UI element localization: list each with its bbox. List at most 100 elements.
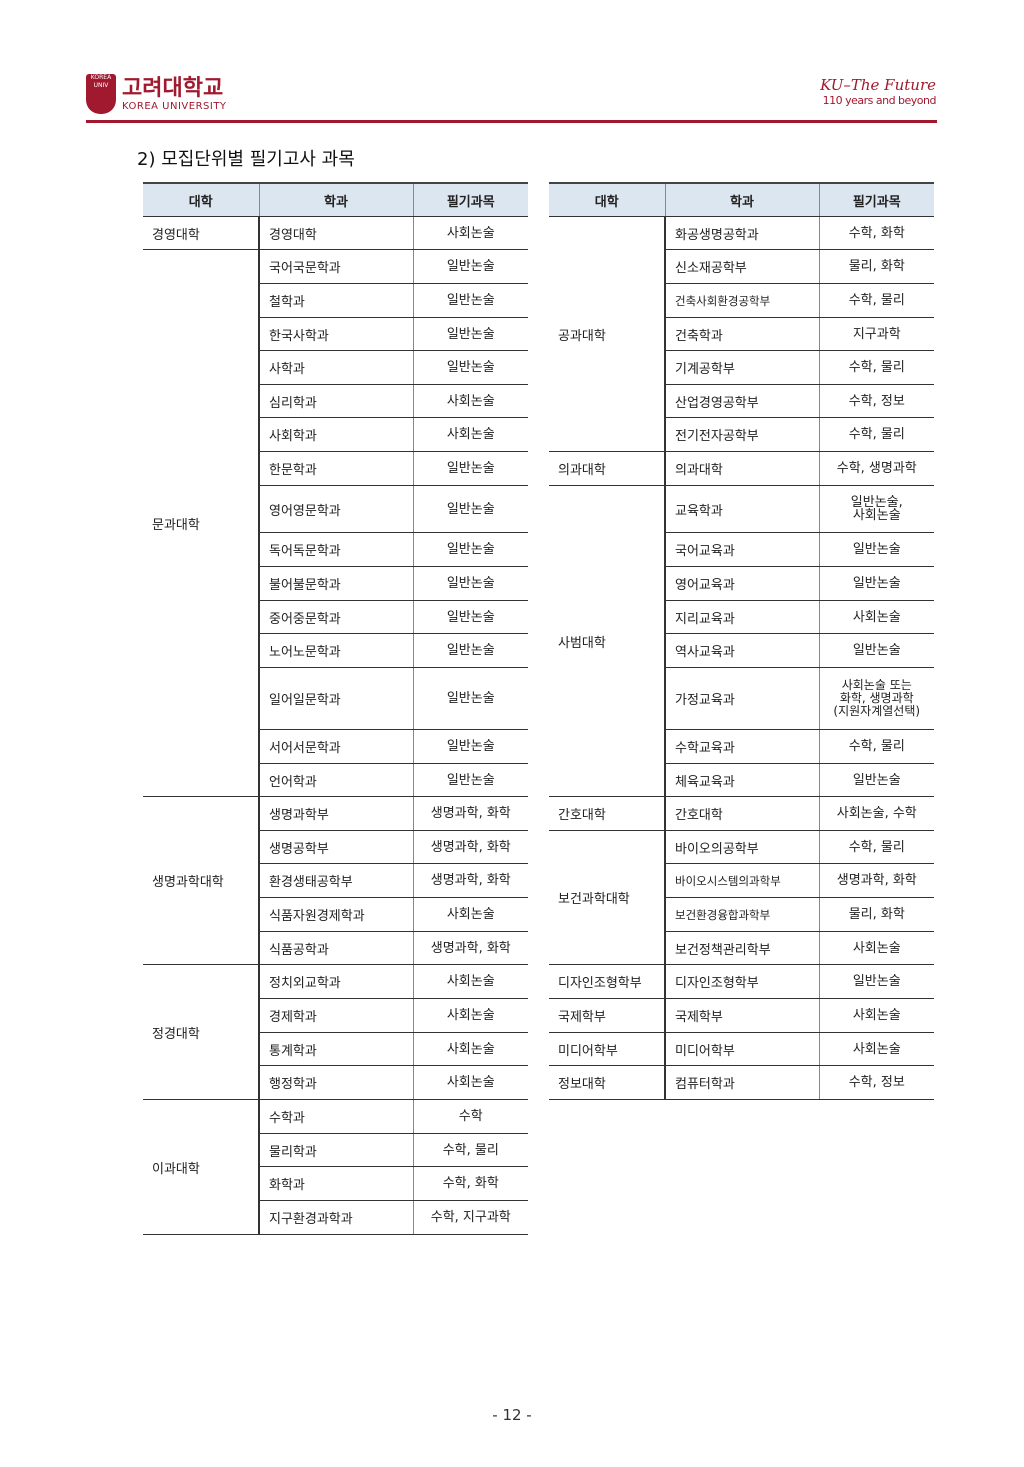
department-cell: 국어국문학과 (259, 249, 414, 284)
subject-cell: 생명과학, 화학 (413, 830, 528, 864)
department-cell: 컴퓨터학과 (665, 1065, 820, 1100)
department-cell: 화공생명공학과 (665, 216, 820, 250)
subject-cell: 사회논술 (413, 1065, 528, 1100)
subject-cell: 일반논술 (819, 633, 934, 668)
table-row: 보건과학대학 바이오의공학부 수학, 물리 (549, 830, 934, 965)
college-cell: 정보대학 (549, 1065, 666, 1100)
department-cell: 바이오의공학부 (665, 830, 820, 864)
table-row: 건축학과 지구과학 (549, 317, 934, 351)
table-row: 지구환경과학과 수학, 지구과학 (143, 1200, 528, 1235)
subject-cell: 일반논술 (413, 729, 528, 764)
table-row: 미디어학부 미디어학부 사회논술 (549, 1032, 934, 1066)
table-row: 신소재공학부 물리, 화학 (549, 249, 934, 284)
subject-cell: 수학 (413, 1099, 528, 1134)
subject-cell: 수학, 화학 (413, 1166, 528, 1201)
college-cell: 이과대학 (143, 1099, 260, 1235)
subject-cell: 수학, 정보 (819, 384, 934, 418)
department-cell: 간호대학 (665, 796, 820, 831)
table-row: 사학과 일반논술 (143, 350, 528, 385)
subject-cell: 일반논술, 사회논술 (819, 485, 934, 533)
table-row: 문과대학 국어국문학과 일반논술 (143, 249, 528, 797)
table-row: 노어노문학과 일반논술 (143, 633, 528, 668)
table-row: 한문학과 일반논술 (143, 451, 528, 486)
department-cell: 산업경영공학부 (665, 384, 820, 418)
department-cell: 지리교육과 (665, 600, 820, 634)
table-row: 일어일문학과 일반논술 (143, 667, 528, 730)
department-cell: 경영대학 (259, 216, 414, 250)
department-cell: 생명공학부 (259, 830, 414, 864)
department-cell: 통계학과 (259, 1032, 414, 1066)
slogan-line1: KU–The Future (820, 76, 936, 94)
subject-cell: 사회논술 (413, 897, 528, 932)
subject-cell: 일반논술 (819, 964, 934, 999)
department-cell: 언어학과 (259, 763, 414, 797)
department-cell: 영어영문학과 (259, 485, 414, 533)
table-row: 디자인조형학부 디자인조형학부 일반논술 (549, 964, 934, 999)
table-row: 영어교육과 일반논술 (549, 566, 934, 601)
subject-cell: 일반논술 (413, 763, 528, 797)
subject-cell: 일반논술 (413, 600, 528, 634)
subject-cell: 사회논술 (413, 216, 528, 250)
header-subject: 필기과목 (819, 182, 934, 217)
table-row: 건축사회환경공학부 수학, 물리 (549, 283, 934, 318)
department-cell: 행정학과 (259, 1065, 414, 1100)
college-cell: 국제학부 (549, 998, 666, 1033)
department-cell: 교육학과 (665, 485, 820, 533)
department-cell: 지구환경과학과 (259, 1200, 414, 1235)
department-cell: 식품공학과 (259, 931, 414, 965)
subject-cell: 일반논술 (413, 283, 528, 318)
department-cell: 불어불문학과 (259, 566, 414, 601)
department-cell: 건축사회환경공학부 (665, 283, 820, 318)
department-cell: 수학과 (259, 1099, 414, 1134)
table-row: 국어교육과 일반논술 (549, 532, 934, 567)
subject-cell: 일반논술 (819, 532, 934, 567)
subject-cell: 일반논술 (413, 350, 528, 385)
table-row: 지리교육과 사회논술 (549, 600, 934, 634)
subject-cell: 사회논술 (413, 1032, 528, 1066)
table-row: 이과대학 수학과 수학 (143, 1099, 528, 1235)
department-cell: 국제학부 (665, 998, 820, 1033)
department-cell: 한문학과 (259, 451, 414, 486)
subject-cell: 일반논술 (413, 532, 528, 567)
subject-cell: 수학, 정보 (819, 1065, 934, 1100)
table-row: 국제학부 국제학부 사회논술 (549, 998, 934, 1033)
subject-cell: 수학, 물리 (819, 830, 934, 864)
table-row: 경제학과 사회논술 (143, 998, 528, 1033)
right-exam-table: 대학 학과 필기과목 공과대학 화공생명공학과 수학, 화학 신소재공학부 물리, 화학… (549, 182, 934, 1100)
table-row: 생명과학대학 생명과학부 생명과학, 화학 (143, 796, 528, 965)
department-cell: 국어교육과 (665, 532, 820, 567)
header-department: 학과 (665, 182, 820, 217)
section-title: 2) 모집단위별 필기고사 과목 (137, 149, 355, 170)
anniversary-slogan: KU–The Future 110 years and beyond (820, 76, 936, 107)
table-row: 산업경영공학부 수학, 정보 (549, 384, 934, 418)
header-divider (86, 120, 937, 123)
college-cell: 사범대학 (549, 485, 666, 797)
department-cell: 식품자원경제학과 (259, 897, 414, 932)
table-row: 바이오시스템의과학부 생명과학, 화학 (549, 863, 934, 898)
college-cell: 디자인조형학부 (549, 964, 666, 999)
table-row: 가정교육과 사회논술 또는 화학, 생명과학 (지원자계열선택) (549, 667, 934, 730)
subject-cell: 사회논술 (413, 998, 528, 1033)
table-row: 공과대학 화공생명공학과 수학, 화학 (549, 216, 934, 452)
department-cell: 보건환경융합과학부 (665, 897, 820, 932)
subject-cell: 수학, 물리 (413, 1133, 528, 1167)
subject-cell: 수학, 물리 (819, 729, 934, 764)
table-row: 중어중문학과 일반논술 (143, 600, 528, 634)
subject-cell: 수학, 물리 (819, 283, 934, 318)
table-row: 서어서문학과 일반논술 (143, 729, 528, 764)
table-row: 환경생태공학부 생명과학, 화학 (143, 863, 528, 898)
subject-cell: 사회논술 (819, 931, 934, 965)
slogan-line2: 110 years and beyond (822, 94, 937, 107)
department-cell: 전기전자공학부 (665, 417, 820, 452)
table-row: 한국사학과 일반논술 (143, 317, 528, 351)
subject-cell: 수학, 지구과학 (413, 1200, 528, 1235)
college-cell: 생명과학대학 (143, 796, 260, 965)
subject-cell: 생명과학, 화학 (413, 796, 528, 831)
department-cell: 정치외교학과 (259, 964, 414, 999)
department-cell: 일어일문학과 (259, 667, 414, 730)
subject-cell: 일반논술 (413, 451, 528, 486)
header-department: 학과 (259, 182, 414, 217)
table-row: 행정학과 사회논술 (143, 1065, 528, 1100)
subject-cell: 일반논술 (413, 667, 528, 730)
subject-cell: 사회논술 (413, 384, 528, 418)
